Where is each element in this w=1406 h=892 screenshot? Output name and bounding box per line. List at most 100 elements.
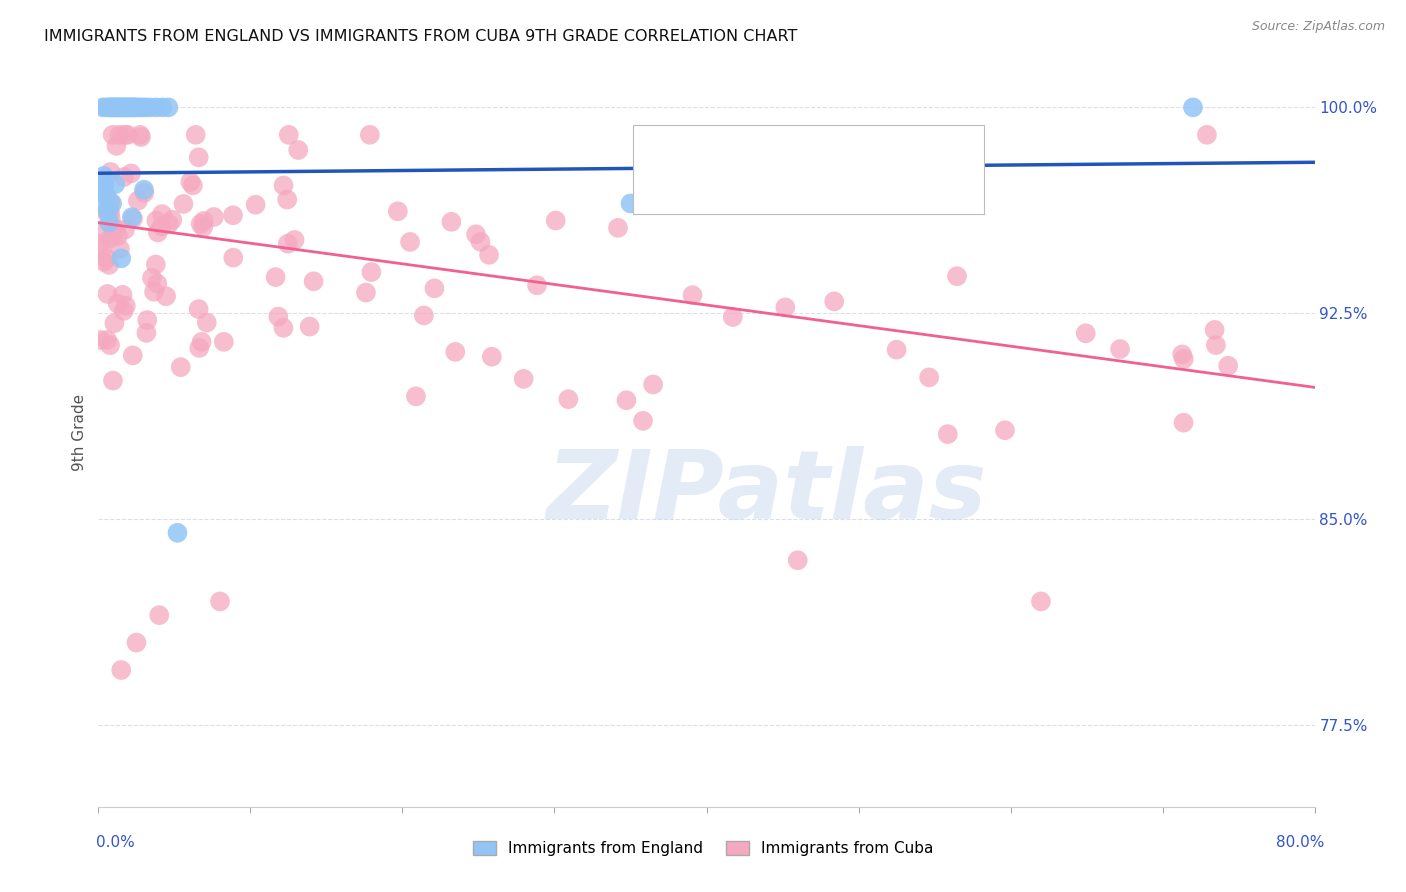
Point (994, 423, 1017, 437)
Point (89, 236, 111, 251)
Point (90, 243, 112, 257)
Point (141, 270, 163, 285)
Point (150, 219, 173, 234)
Point (90, 183, 112, 197)
Point (412, 309, 434, 323)
Text: ZIPatlas: ZIPatlas (547, 446, 987, 539)
Point (616, 393, 638, 408)
Point (129, 128, 152, 142)
Point (98, 231, 121, 245)
Point (108, 128, 131, 142)
Point (139, 100, 162, 114)
Point (114, 223, 136, 237)
Point (287, 143, 309, 157)
Point (444, 344, 467, 359)
Point (104, 100, 127, 114)
Point (120, 100, 142, 114)
Point (157, 217, 180, 231)
Point (298, 319, 321, 334)
Point (1173, 416, 1195, 430)
Point (122, 211, 145, 226)
Point (682, 288, 704, 302)
Point (399, 235, 422, 249)
Text: 0.034: 0.034 (742, 143, 796, 161)
Point (193, 214, 215, 228)
Point (125, 635, 148, 649)
Point (145, 258, 167, 272)
Point (264, 270, 287, 285)
Point (94, 188, 117, 202)
Point (557, 392, 579, 407)
Point (387, 204, 409, 219)
Point (145, 213, 167, 227)
Point (190, 217, 212, 231)
Point (112, 100, 135, 114)
Point (96, 287, 118, 301)
Point (128, 100, 150, 114)
Point (107, 100, 129, 114)
Point (120, 166, 142, 180)
Point (112, 304, 135, 318)
Text: 124: 124 (880, 177, 915, 194)
Point (886, 343, 908, 357)
Point (162, 212, 184, 227)
Point (101, 228, 124, 243)
Point (1218, 359, 1240, 373)
Point (277, 236, 299, 251)
Point (107, 297, 129, 311)
Point (98, 100, 121, 114)
Point (121, 210, 143, 224)
Point (101, 100, 124, 114)
Point (93, 169, 115, 183)
Point (209, 594, 232, 608)
Point (121, 100, 143, 114)
Text: R =: R = (696, 177, 733, 194)
Point (936, 427, 959, 442)
Point (129, 130, 152, 145)
Point (1029, 594, 1052, 608)
Point (302, 274, 325, 288)
Point (122, 100, 145, 114)
Point (946, 269, 969, 284)
Point (1205, 338, 1227, 352)
Point (93, 255, 115, 269)
Text: 80.0%: 80.0% (1277, 836, 1324, 850)
Point (1173, 351, 1195, 366)
Point (170, 360, 193, 375)
Point (115, 299, 138, 313)
Point (143, 285, 166, 299)
Point (721, 310, 744, 324)
Point (273, 321, 295, 335)
Point (212, 334, 235, 349)
Point (94, 100, 117, 114)
Point (179, 175, 201, 189)
FancyBboxPatch shape (654, 172, 686, 200)
Point (101, 196, 124, 211)
Point (823, 294, 845, 309)
Point (276, 193, 298, 207)
Point (124, 100, 146, 114)
Point (631, 414, 654, 428)
Text: 0.0%: 0.0% (96, 836, 135, 850)
Point (131, 100, 153, 114)
Point (91, 100, 114, 114)
Point (111, 100, 134, 114)
Text: -0.213: -0.213 (742, 177, 803, 194)
Point (105, 100, 128, 114)
Point (100, 165, 122, 179)
Point (354, 285, 377, 300)
Point (1109, 342, 1132, 356)
Point (526, 278, 548, 293)
Point (114, 128, 136, 142)
Point (98, 216, 121, 230)
Point (195, 316, 218, 330)
Point (359, 128, 381, 142)
Point (1204, 323, 1226, 337)
Point (135, 326, 157, 340)
Point (465, 227, 488, 242)
Legend: Immigrants from England, Immigrants from Cuba: Immigrants from England, Immigrants from… (467, 835, 939, 862)
Point (121, 348, 143, 362)
Point (90, 333, 112, 347)
Point (134, 186, 156, 200)
Point (107, 229, 129, 244)
